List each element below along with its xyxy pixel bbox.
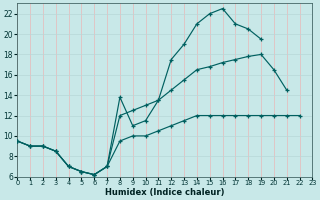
X-axis label: Humidex (Indice chaleur): Humidex (Indice chaleur) bbox=[105, 188, 225, 197]
